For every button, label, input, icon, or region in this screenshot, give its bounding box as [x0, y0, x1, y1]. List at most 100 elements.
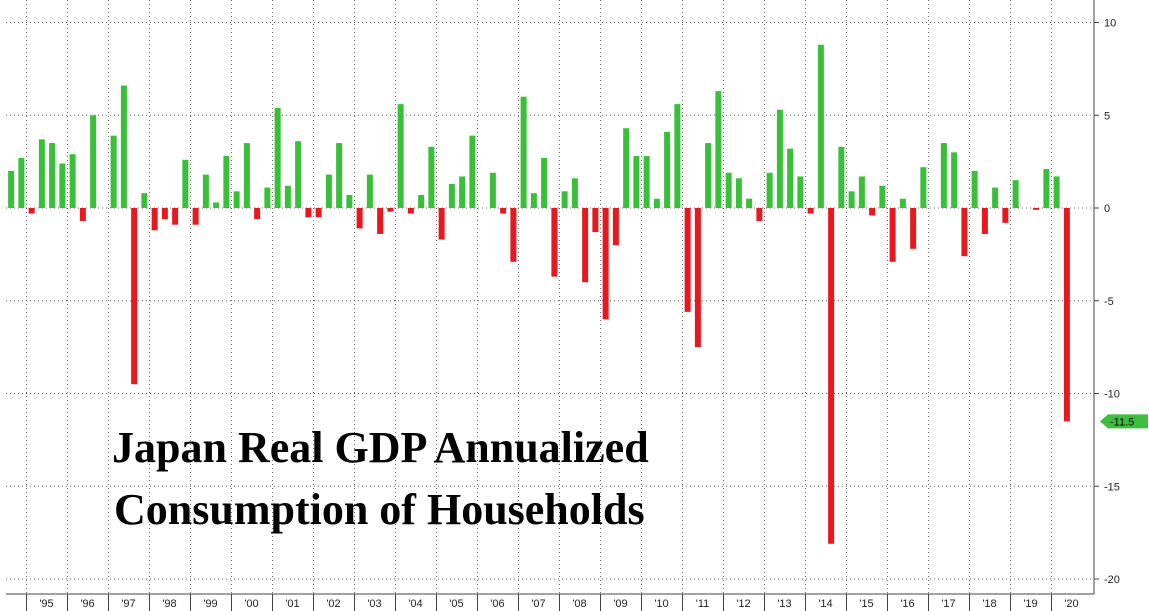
- bar: [28, 208, 35, 214]
- y-tick-label: 5: [1104, 110, 1110, 122]
- bar: [858, 176, 865, 208]
- bar: [90, 115, 97, 208]
- bar: [664, 131, 671, 208]
- x-tick-label: '16: [900, 598, 914, 610]
- x-tick-label: '99: [203, 598, 217, 610]
- bar: [69, 154, 76, 208]
- bar: [735, 178, 742, 208]
- bar: [715, 91, 722, 208]
- x-tick-label: '15: [859, 598, 873, 610]
- x-tick-label: '08: [572, 598, 586, 610]
- bar: [233, 191, 240, 208]
- y-tick-label: 10: [1104, 18, 1116, 30]
- bar: [243, 143, 250, 208]
- bar: [571, 178, 578, 208]
- bar: [469, 135, 476, 208]
- bar: [602, 208, 609, 320]
- bar: [213, 202, 220, 208]
- bar: [787, 148, 794, 208]
- x-tick-label: '11: [696, 598, 710, 610]
- last-value-marker: [1100, 414, 1148, 429]
- axes: 10 5 0 -5 -10 -15 -20 '95 '96 '97 '98 '99 '00 '01 '02 '…: [6, 0, 1148, 611]
- x-tick-label: '07: [531, 598, 545, 610]
- bar: [397, 104, 404, 208]
- x-tick-label: '17: [941, 598, 955, 610]
- bar: [356, 208, 363, 229]
- last-value-label: -11.5: [1110, 416, 1134, 428]
- bar: [264, 187, 271, 208]
- x-tick-label: '97: [121, 598, 135, 610]
- bar: [141, 193, 148, 208]
- bar: [192, 208, 199, 225]
- chart-title: Japan Real GDP Annualized Consumption of…: [112, 423, 649, 534]
- bar: [172, 208, 179, 225]
- bar: [694, 208, 701, 348]
- bar: [633, 156, 640, 208]
- bar: [38, 139, 45, 208]
- bar: [643, 156, 650, 208]
- x-tick-label: '13: [777, 598, 791, 610]
- x-tick-label: '05: [449, 598, 463, 610]
- y-tick-label: 0: [1104, 203, 1110, 215]
- bar: [971, 170, 978, 208]
- bars: [8, 44, 1070, 544]
- bar: [1012, 180, 1019, 208]
- x-tick-label: '14: [818, 598, 832, 610]
- bar: [705, 143, 712, 208]
- bar: [315, 208, 322, 218]
- bar: [448, 183, 455, 208]
- bar: [1063, 208, 1070, 422]
- bar: [202, 174, 209, 208]
- bar: [899, 198, 906, 208]
- bar: [274, 107, 281, 208]
- bar: [284, 185, 291, 208]
- bar: [838, 146, 845, 208]
- bar: [110, 135, 117, 208]
- bar: [459, 176, 466, 208]
- bar: [161, 208, 168, 220]
- x-tick-label: '02: [326, 598, 340, 610]
- bar: [510, 208, 517, 262]
- x-tick-label: '10: [654, 598, 668, 610]
- y-tick-label: -5: [1104, 296, 1114, 308]
- bar: [131, 208, 138, 385]
- bar: [848, 191, 855, 208]
- bar: [49, 143, 56, 208]
- bar: [776, 109, 783, 208]
- bar: [582, 208, 589, 283]
- bar: [120, 85, 127, 208]
- bar: [336, 143, 343, 208]
- bar: [561, 191, 568, 208]
- bar: [418, 195, 425, 208]
- bar: [817, 44, 824, 209]
- bar: [18, 157, 25, 208]
- bar: [254, 208, 261, 220]
- chart-title-line-2: Consumption of Households: [114, 485, 645, 534]
- bar: [869, 208, 876, 216]
- chart-title-line-1: Japan Real GDP Annualized: [112, 423, 649, 472]
- bar: [223, 156, 230, 208]
- bar: [940, 143, 947, 208]
- bar: [500, 208, 507, 214]
- bar: [828, 208, 835, 544]
- y-tick-label: -10: [1104, 389, 1120, 401]
- bar: [346, 195, 353, 208]
- x-tick-label: '03: [367, 598, 381, 610]
- x-tick-label: '06: [490, 598, 504, 610]
- bar: [438, 208, 445, 240]
- bar: [1053, 176, 1060, 208]
- bar: [366, 174, 373, 208]
- x-tick-label: '95: [39, 598, 53, 610]
- bar: [520, 96, 527, 208]
- bar: [295, 141, 302, 208]
- x-tick-label: '12: [736, 598, 750, 610]
- bar: [1043, 169, 1050, 208]
- bar: [653, 198, 660, 208]
- bar: [551, 208, 558, 277]
- bar: [541, 157, 548, 208]
- bar: [59, 163, 66, 208]
- bar: [182, 159, 189, 208]
- x-tick-label: '96: [80, 598, 94, 610]
- x-tick-label: '18: [982, 598, 996, 610]
